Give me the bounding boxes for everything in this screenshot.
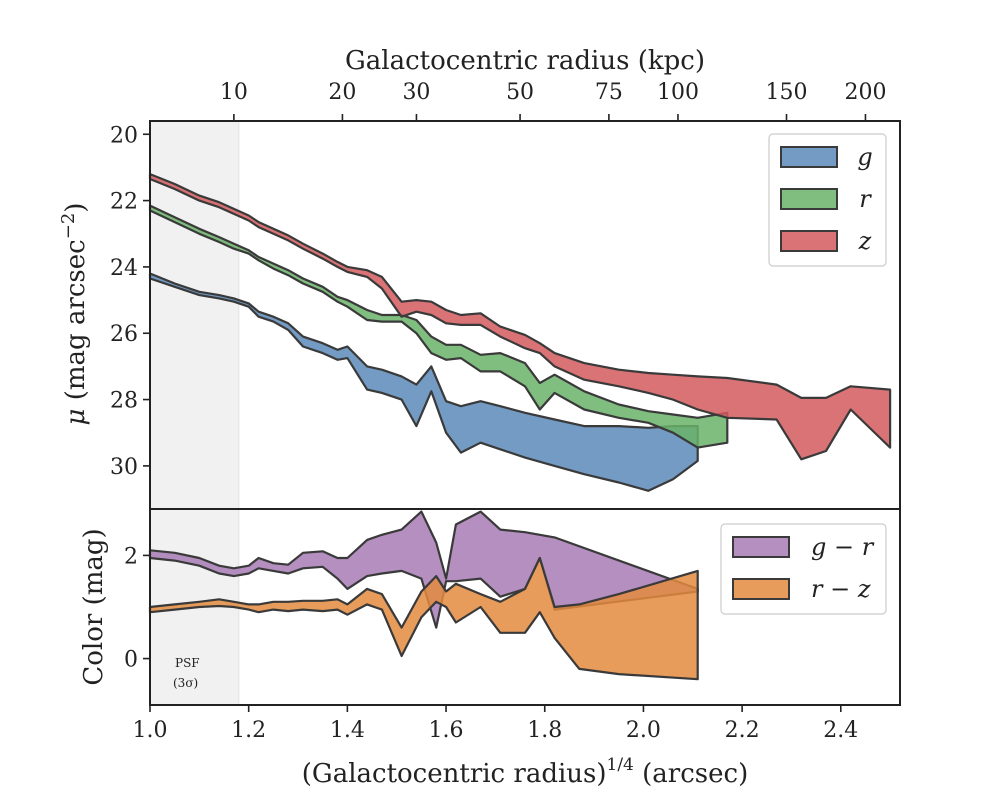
legend-swatch-z xyxy=(780,230,838,252)
top-tick-label: 75 xyxy=(595,80,623,105)
bottom-panel-ylabel: Color (mag) xyxy=(79,528,109,685)
legend-label-r: r xyxy=(859,185,872,213)
top-tick-label: 10 xyxy=(220,80,248,105)
color-panel: 0 2 1.0 1.2 1.4 1.6 1.8 2.0 2.2 2.4 g − r r − z PS… xyxy=(124,508,901,743)
legend-label-g: g xyxy=(857,143,872,171)
bottom-axis-label: (Galactocentric radius)1/4 (arcsec) xyxy=(302,755,748,789)
top-tick-label: 100 xyxy=(657,80,699,105)
legend-bands: grz xyxy=(768,133,887,267)
xlabel-exponent: 1/4 xyxy=(607,755,634,775)
x-tick-label: 1.0 xyxy=(133,718,168,743)
x-tick-label: 1.2 xyxy=(231,718,266,743)
x-tick-label: 1.6 xyxy=(429,718,464,743)
top-tick-label: 150 xyxy=(766,80,808,105)
top-tick-label: 20 xyxy=(328,80,356,105)
y-tick-label: 0 xyxy=(124,648,138,673)
legend-swatch-g xyxy=(780,146,838,168)
top-axis-label: Galactocentric radius (kpc) xyxy=(345,46,705,76)
y-tick-label: 2 xyxy=(124,544,138,569)
x-tick-label: 2.2 xyxy=(725,718,760,743)
ylabel-text: (mag arcsec xyxy=(61,239,91,408)
top-tick-label: 50 xyxy=(506,80,534,105)
band-r xyxy=(148,204,729,449)
ylabel-close: ) xyxy=(61,203,91,213)
legend-label-rz: r − z xyxy=(811,575,871,603)
y-tick-label: 28 xyxy=(110,389,138,414)
psf-label-line2: (3σ) xyxy=(173,676,198,690)
legend-swatch-r xyxy=(780,188,838,210)
legend-swatch-rz xyxy=(732,578,790,600)
y-tick-label: 30 xyxy=(110,455,138,480)
x-tick-label: 1.8 xyxy=(527,718,562,743)
x-tick-label: 1.4 xyxy=(330,718,365,743)
x-tick-label: 2.0 xyxy=(626,718,661,743)
ylabel-exponent: −2 xyxy=(58,213,79,240)
y-tick-label: 20 xyxy=(110,123,138,148)
xlabel-unit: (arcsec) xyxy=(634,759,748,789)
top-tick-label: 30 xyxy=(402,80,430,105)
x-tick-label: 2.4 xyxy=(823,718,858,743)
top-panel-ylabel: μ (mag arcsec−2) xyxy=(58,203,91,426)
y-tick-label: 22 xyxy=(110,190,138,215)
xlabel-text: (Galactocentric radius) xyxy=(302,759,607,789)
legend-colors: g − r r − z xyxy=(720,523,887,615)
ylabel-mu: μ xyxy=(61,409,91,426)
legend-label-z: z xyxy=(858,227,872,255)
bottom-panel-frame xyxy=(149,508,901,706)
top-tick-label: 200 xyxy=(844,80,886,105)
y-tick-label: 26 xyxy=(110,322,138,347)
y-tick-label: 24 xyxy=(110,256,138,281)
surface-brightness-panel: 20 22 24 26 28 30 10 20 30 50 75 100 150 200 grz xyxy=(110,80,901,510)
legend-label-gr: g − r xyxy=(811,533,875,561)
band-rz xyxy=(148,556,699,681)
band-z xyxy=(148,173,892,461)
legend-swatch-gr xyxy=(732,536,790,558)
psf-label-line1: PSF xyxy=(175,656,200,670)
band-g xyxy=(148,272,699,492)
